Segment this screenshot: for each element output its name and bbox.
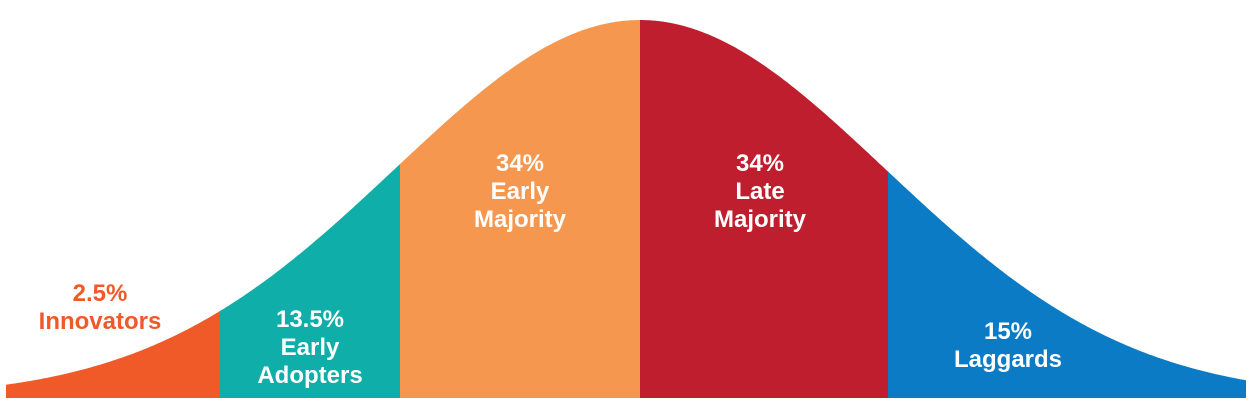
early-adopters-label: 13.5% Early Adopters: [230, 306, 390, 390]
early-majority-percent: 34%: [495, 150, 545, 177]
laggards-label: 15% Laggards: [928, 318, 1088, 374]
early-majority-label: 34% Early Majority: [440, 150, 600, 234]
early-majority-name-line1: Early: [490, 178, 550, 205]
early-majority-region: [400, 20, 640, 398]
laggards-name: Laggards: [953, 346, 1063, 373]
late-majority-name-line1: Late: [735, 178, 785, 205]
early-adopters-name-line2: Adopters: [257, 362, 363, 389]
innovators-region: [6, 311, 220, 398]
late-majority-percent: 34%: [735, 150, 785, 177]
late-majority-region: [640, 20, 888, 398]
early-adopters-region: [220, 164, 400, 398]
innovators-percent: 2.5%: [72, 280, 128, 307]
early-majority-name-line2: Majority: [473, 206, 566, 233]
innovators-label: 2.5% Innovators: [20, 280, 180, 336]
laggards-region: [888, 171, 1246, 398]
early-adopters-name-line1: Early: [280, 334, 340, 361]
late-majority-name-line2: Majority: [713, 206, 806, 233]
innovators-name: Innovators: [38, 308, 162, 335]
late-majority-label: 34% Late Majority: [680, 150, 840, 234]
early-adopters-percent: 13.5%: [275, 306, 345, 333]
laggards-percent: 15%: [983, 318, 1033, 345]
